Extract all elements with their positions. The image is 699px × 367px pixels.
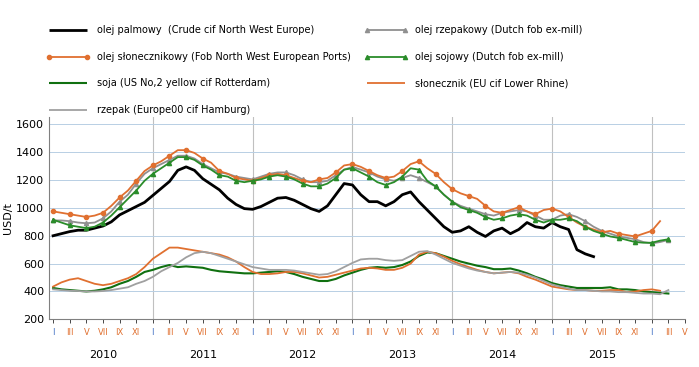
Text: rzepak (Europe00 cif Hamburg): rzepak (Europe00 cif Hamburg) (96, 105, 250, 115)
Y-axis label: USD/t: USD/t (3, 203, 13, 234)
Text: 2011: 2011 (189, 350, 217, 360)
Text: 2013: 2013 (388, 350, 417, 360)
Text: 2010: 2010 (89, 350, 117, 360)
Text: olej palmowy  (Crude cif North West Europe): olej palmowy (Crude cif North West Europ… (96, 25, 314, 35)
Text: słonecznik (EU cif Lower Rhine): słonecznik (EU cif Lower Rhine) (415, 79, 568, 88)
Text: olej sojowy (Dutch fob ex-mill): olej sojowy (Dutch fob ex-mill) (415, 52, 563, 62)
Text: soja (US No,2 yellow cif Rotterdam): soja (US No,2 yellow cif Rotterdam) (96, 79, 270, 88)
Text: 2012: 2012 (289, 350, 317, 360)
Text: olej rzepakowy (Dutch fob ex-mill): olej rzepakowy (Dutch fob ex-mill) (415, 25, 582, 35)
Text: olej słonecznikowy (Fob North West European Ports): olej słonecznikowy (Fob North West Europ… (96, 52, 350, 62)
Text: 2015: 2015 (588, 350, 616, 360)
Text: 2014: 2014 (488, 350, 517, 360)
